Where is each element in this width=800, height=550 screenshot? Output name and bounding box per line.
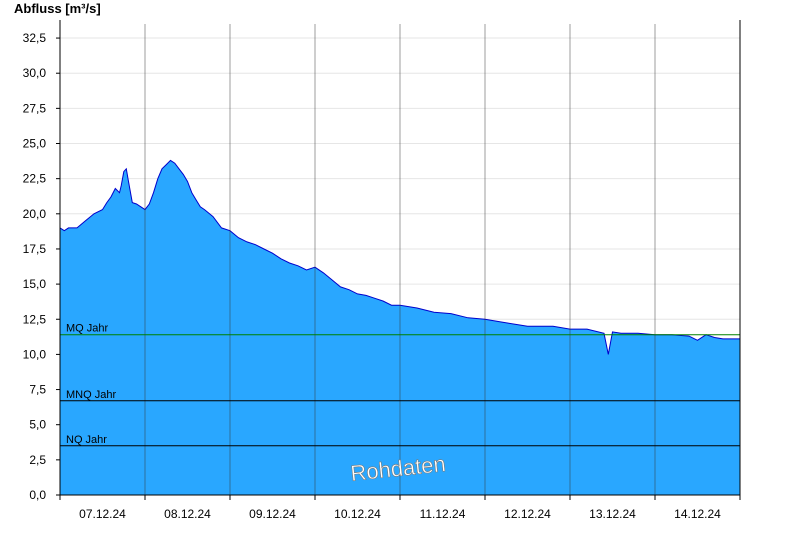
x-tick-label: 07.12.24 [79, 507, 126, 521]
x-tick-label: 11.12.24 [420, 507, 466, 521]
y-tick-label: 5,0 [29, 418, 46, 432]
ref-label: NQ Jahr [66, 434, 107, 446]
ref-label: MQ Jahr [66, 323, 109, 335]
axes [56, 20, 741, 499]
reference-lines: MQ Jahr MNQ Jahr NQ Jahr [60, 323, 740, 447]
y-tick-label: 27,5 [23, 101, 47, 115]
x-tick-label: 12.12.24 [504, 507, 551, 521]
y-axis-label: Abfluss [m³/s] [14, 1, 101, 16]
y-tick-label: 0,0 [29, 488, 46, 502]
discharge-line [59, 159, 740, 355]
ref-label: MNQ Jahr [66, 389, 116, 401]
y-tick-label: 25,0 [23, 137, 47, 151]
y-tick-label: 10,0 [23, 347, 47, 361]
x-tick-label: 09.12.24 [249, 507, 296, 521]
y-tick-label: 22,5 [23, 172, 47, 186]
x-tick-label: 13.12.24 [589, 507, 636, 521]
x-tick-label: 08.12.24 [164, 507, 211, 521]
x-tick-labels: 07.12.24 08.12.24 09.12.24 10.12.24 11.12.24… [59, 495, 741, 521]
y-tick-label: 17,5 [23, 242, 47, 256]
y-tick-label: 32,5 [23, 31, 47, 45]
y-tick-labels: 0,0 2,5 5,0 7,5 10,0 12,5 15,0 17,5 20,0 22,5 25,0… [23, 31, 60, 502]
y-tick-label: 7,5 [29, 383, 46, 397]
y-tick-label: 12,5 [23, 312, 47, 326]
y-tick-label: 15,0 [23, 277, 47, 291]
x-tick-label: 14.12.24 [674, 507, 721, 521]
y-tick-label: 30,0 [23, 66, 47, 80]
day-separator-lines [144, 24, 656, 495]
y-tick-label: 2,5 [29, 453, 46, 467]
y-tick-label: 20,0 [23, 207, 47, 221]
x-tick-label: 10.12.24 [334, 507, 381, 521]
